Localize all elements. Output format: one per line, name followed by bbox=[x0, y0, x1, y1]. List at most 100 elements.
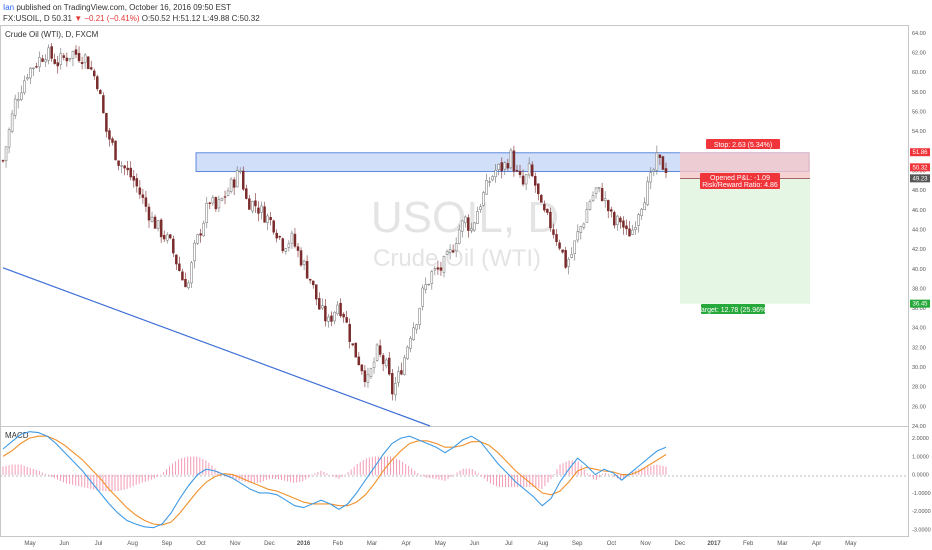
time-tick-label: May bbox=[435, 541, 446, 547]
candle-body bbox=[473, 222, 476, 231]
macd-histogram-bar bbox=[84, 474, 86, 488]
candle-body bbox=[193, 242, 196, 262]
price-tick-label: 58.00 bbox=[912, 90, 926, 96]
macd-histogram-bar bbox=[495, 474, 497, 487]
candle-body bbox=[296, 246, 300, 251]
macd-histogram-bar bbox=[165, 469, 167, 475]
macd-histogram-bar bbox=[162, 472, 164, 475]
macd-histogram-bar bbox=[296, 474, 298, 483]
candle-body bbox=[570, 254, 573, 258]
macd-histogram-bar bbox=[281, 474, 283, 480]
macd-histogram-bar bbox=[17, 464, 19, 475]
macd-histogram-bar bbox=[205, 460, 207, 475]
macd-histogram-bar bbox=[271, 474, 273, 479]
macd-histogram-bar bbox=[465, 468, 467, 475]
candle-body bbox=[524, 174, 528, 185]
candle-body bbox=[144, 197, 148, 207]
candle-body bbox=[71, 50, 75, 59]
macd-histogram-bar bbox=[202, 458, 204, 475]
candle-body bbox=[7, 129, 11, 148]
macd-histogram-bar bbox=[550, 474, 552, 480]
macd-histogram-bar bbox=[411, 468, 413, 475]
legend-label: Crude Oil (WTI), D, FXCM bbox=[5, 30, 99, 39]
macd-histogram-bar bbox=[520, 474, 522, 488]
trendline[interactable] bbox=[2, 267, 431, 427]
macd-histogram-bar bbox=[662, 465, 664, 475]
candle-body bbox=[83, 54, 87, 63]
price-tick-label: 50.00 bbox=[912, 168, 926, 174]
candle-body bbox=[594, 187, 598, 194]
candle-body bbox=[366, 374, 370, 383]
macd-histogram-bar bbox=[120, 474, 122, 491]
candle-body bbox=[537, 183, 540, 195]
macd-histogram-bar bbox=[459, 470, 461, 475]
macd-histogram-bar bbox=[135, 474, 137, 485]
candle-body bbox=[354, 342, 358, 358]
candle-body bbox=[321, 305, 324, 309]
macd-histogram-bar bbox=[611, 474, 613, 476]
macd-histogram-bar bbox=[56, 474, 58, 480]
candle-body bbox=[564, 250, 567, 268]
macd-histogram-bar bbox=[562, 463, 564, 475]
candle-body bbox=[445, 251, 449, 255]
candle-body bbox=[582, 223, 586, 228]
candle-body bbox=[196, 234, 199, 244]
candle-body bbox=[530, 164, 534, 177]
author-link[interactable]: Ian bbox=[3, 3, 15, 12]
macd-histogram-bar bbox=[66, 474, 68, 484]
candle-body bbox=[308, 278, 312, 281]
candle-body bbox=[299, 250, 303, 266]
candle-body bbox=[457, 229, 461, 244]
macd-histogram-bar bbox=[44, 473, 46, 475]
symbol-label[interactable]: FX:USOIL, D bbox=[3, 14, 50, 23]
macd-histogram-bar bbox=[489, 474, 491, 484]
candle-body bbox=[199, 233, 202, 236]
time-tick-label: Jul bbox=[95, 541, 103, 547]
macd-histogram-bar bbox=[553, 474, 555, 475]
macd-histogram-bar bbox=[480, 474, 482, 476]
candle-body bbox=[330, 315, 333, 322]
candle-body bbox=[217, 199, 221, 209]
macd-histogram-bar bbox=[274, 474, 276, 479]
entry-price-tag bbox=[910, 174, 930, 183]
macd-histogram-bar bbox=[390, 456, 392, 475]
time-axis[interactable]: May Jun Jul Aug Sep Oct Nov Dec 2016 Feb Mar Apr May… bbox=[24, 541, 856, 547]
macd-histogram-bar bbox=[541, 474, 543, 489]
price-tick-label: 48.00 bbox=[912, 188, 926, 194]
macd-histogram-bar bbox=[81, 474, 83, 487]
macd-histogram-bar bbox=[150, 474, 152, 480]
macd-histogram-bar bbox=[144, 474, 146, 482]
macd-tick-label: -2.0000 bbox=[912, 509, 931, 515]
candle-body bbox=[29, 67, 32, 79]
candle-body bbox=[561, 249, 564, 253]
candle-body bbox=[223, 196, 227, 198]
candle-body bbox=[661, 156, 665, 170]
macd-histogram-bar bbox=[187, 456, 189, 475]
candle-body bbox=[38, 57, 41, 68]
target-zone[interactable] bbox=[680, 178, 810, 304]
candle-body bbox=[211, 197, 215, 204]
candle-body bbox=[74, 49, 78, 55]
candle-body bbox=[634, 227, 637, 231]
time-tick-label: Mar bbox=[777, 541, 787, 547]
candle-body bbox=[281, 238, 285, 252]
candles bbox=[1, 42, 668, 401]
macd-histogram-bar bbox=[63, 474, 65, 483]
candle-body bbox=[53, 59, 56, 64]
price-tick-label: 44.00 bbox=[912, 227, 926, 233]
candle-body bbox=[454, 243, 458, 252]
candle-body bbox=[652, 169, 656, 172]
candle-body bbox=[646, 181, 650, 205]
candle-body bbox=[226, 190, 230, 196]
candle-body bbox=[232, 179, 236, 188]
macd-histogram-bar bbox=[293, 474, 295, 483]
candle-body bbox=[77, 53, 81, 62]
price-axis[interactable]: 64.0062.0060.0058.0056.0054.0052.0050.00… bbox=[912, 31, 926, 430]
candle-body bbox=[342, 313, 345, 318]
time-tick-label: Dec bbox=[264, 541, 275, 547]
macd-histogram-bar bbox=[338, 474, 340, 479]
candle-body bbox=[80, 62, 84, 64]
macd-histogram-bar bbox=[147, 474, 149, 481]
candle-body bbox=[175, 254, 178, 265]
